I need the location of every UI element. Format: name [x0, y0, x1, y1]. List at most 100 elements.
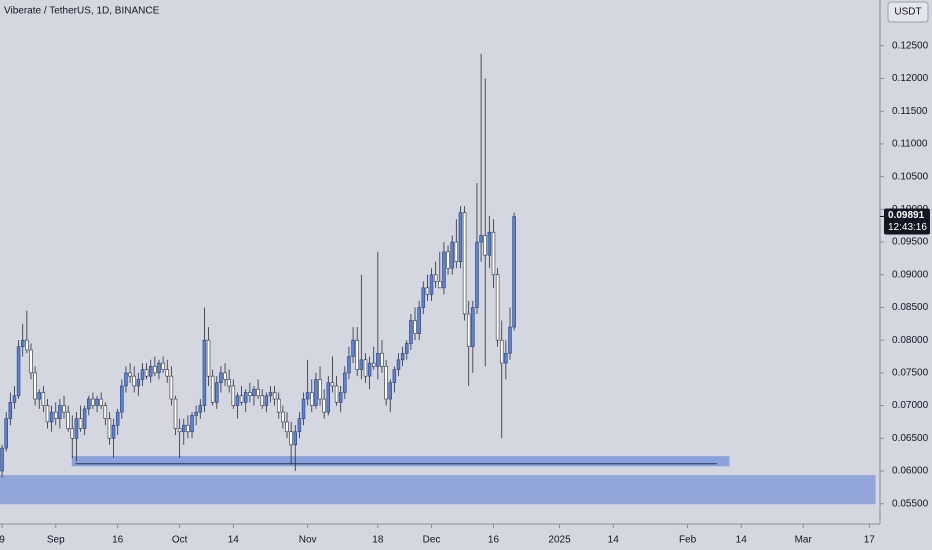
candle-body — [78, 418, 83, 429]
candle-body — [363, 359, 368, 377]
candle-body — [136, 379, 141, 387]
candle-body — [49, 411, 54, 423]
y-tick-label: 0.06500 — [892, 433, 929, 444]
candle-body — [405, 343, 409, 354]
candle-body — [272, 392, 277, 400]
currency-label[interactable]: USDT — [894, 7, 921, 18]
candle-body — [91, 398, 95, 406]
x-tick-label: Sep — [47, 535, 65, 546]
candle-body — [223, 372, 227, 380]
y-tick-label: 0.10500 — [892, 171, 929, 182]
countdown-label: 12:43:16 — [888, 222, 927, 233]
candle-body — [182, 424, 186, 433]
candle-body — [347, 356, 351, 374]
candle-body — [74, 418, 79, 439]
candle-body — [276, 398, 281, 413]
candle-body — [326, 382, 331, 413]
candle-body — [87, 398, 91, 410]
candle-body — [495, 274, 500, 341]
candle-body — [384, 366, 388, 400]
y-tick-label: 0.11500 — [892, 106, 928, 117]
candle-body — [297, 418, 302, 433]
candle-body — [338, 392, 343, 403]
x-tick-label: 2025 — [548, 535, 571, 546]
x-tick-label: Nov — [299, 535, 317, 546]
currency-button[interactable] — [887, 1, 929, 23]
candle-body — [140, 369, 145, 380]
x-tick-label: 9 — [0, 535, 5, 546]
candle-body — [45, 405, 50, 423]
candle-body — [12, 395, 17, 403]
candle-body — [99, 398, 103, 406]
candle-body — [206, 339, 211, 377]
candle-body — [314, 379, 318, 406]
y-tick-label: 0.09500 — [892, 237, 929, 248]
candle-body — [330, 382, 335, 387]
x-tick-label: 17 — [864, 535, 876, 546]
candle-body — [70, 428, 75, 439]
zone — [0, 475, 876, 505]
candle-body — [409, 320, 413, 344]
x-tick-label: 16 — [488, 535, 500, 546]
candle-body — [82, 408, 87, 429]
x-tick-label: 18 — [372, 535, 384, 546]
candle-body — [111, 424, 116, 439]
y-tick-label: 0.07500 — [892, 368, 929, 379]
candle-body — [231, 385, 236, 406]
candle-body — [433, 274, 438, 282]
candle-body — [281, 411, 285, 423]
candle-body — [107, 418, 112, 439]
candle-body — [504, 352, 508, 364]
candle-body — [479, 235, 483, 243]
candle-body — [227, 379, 231, 387]
y-tick-label: 0.06000 — [892, 466, 929, 477]
candle-body — [190, 415, 194, 433]
candle-body — [301, 398, 306, 419]
candle-body — [454, 241, 459, 262]
candle-body — [0, 447, 4, 472]
candle-body — [396, 359, 401, 370]
x-tick-label: 14 — [736, 535, 748, 546]
y-tick-label: 0.12000 — [892, 73, 929, 84]
candle-body — [177, 428, 182, 433]
candle-body — [256, 388, 260, 397]
candle-body — [239, 395, 244, 403]
candle-body — [446, 251, 450, 269]
candle-body — [392, 369, 397, 383]
candle-body — [202, 339, 207, 406]
candle-body — [33, 372, 37, 400]
candle-body — [235, 395, 240, 406]
candle-body — [173, 398, 178, 429]
y-tick-label: 0.08000 — [892, 335, 929, 346]
y-tick-label: 0.09000 — [892, 269, 929, 280]
candle-body — [16, 346, 21, 397]
candle-body — [371, 362, 376, 367]
candle-body — [487, 231, 492, 256]
candle-body — [165, 369, 169, 377]
x-tick-label: Feb — [679, 535, 697, 546]
candle-body — [475, 241, 479, 308]
candle-body — [442, 251, 446, 289]
candle-body — [58, 405, 62, 419]
candle-body — [322, 398, 326, 413]
candle-body — [466, 313, 471, 348]
candle-body — [157, 362, 161, 374]
candle-body — [248, 392, 252, 397]
candle-body — [421, 287, 426, 308]
candle-body — [144, 369, 149, 377]
candle-body — [471, 307, 475, 348]
x-tick-label: Oct — [172, 535, 188, 546]
candle-body — [462, 212, 467, 315]
candle-body — [359, 359, 364, 370]
candle-body — [429, 274, 434, 295]
candle-body — [103, 405, 108, 419]
candle-body — [388, 382, 392, 400]
candle-body — [20, 339, 25, 348]
x-tick-label: 14 — [608, 535, 620, 546]
x-tick-label: Mar — [795, 535, 813, 546]
candle-body — [210, 375, 215, 403]
candle-body — [219, 372, 223, 383]
candle-body — [153, 366, 157, 374]
candle-body — [351, 339, 355, 357]
